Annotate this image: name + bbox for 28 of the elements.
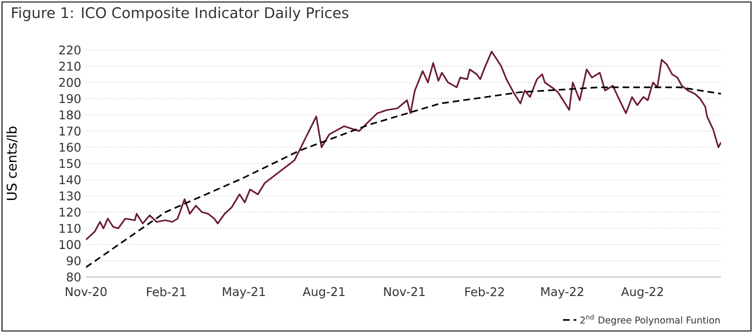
- y-tick-label: 200: [59, 78, 80, 87]
- y-tick-label: 120: [60, 208, 80, 217]
- x-tick-label: Nov-21: [384, 287, 425, 296]
- y-tick-label: 210: [59, 62, 80, 71]
- y-tick-label: 100: [60, 240, 80, 250]
- x-tick-label: Aug-21: [302, 287, 345, 298]
- x-tick-label: Aug-22: [621, 287, 663, 298]
- y-tick-label: 160: [60, 142, 80, 152]
- x-tick-label: May-21: [222, 287, 265, 298]
- y-tick-label: 80: [66, 272, 80, 282]
- y-tick-label: 130: [60, 191, 80, 200]
- y-tick-label: 150: [60, 158, 80, 168]
- y-tick-label: 140: [60, 175, 80, 184]
- x-tick-label: Feb-21: [147, 287, 186, 296]
- x-tick-label: Nov-20: [66, 287, 107, 296]
- legend-label: 2$^{nd}$ Degree Polynomal Funtion: [580, 314, 720, 326]
- y-tick-label: 110: [60, 224, 80, 233]
- line-series: [86, 50, 722, 241]
- x-tick-label: Feb-22: [465, 287, 504, 296]
- line-series: [86, 86, 722, 268]
- chart-title: Figure 1: ICO Composite Indicator Daily Prices: [12, 6, 348, 22]
- x-tick-label: May-22: [541, 287, 584, 298]
- y-tick-label: 90: [66, 256, 80, 266]
- y-tick-label: 190: [60, 94, 80, 104]
- y-tick-label: 170: [60, 126, 80, 136]
- y-tick-label: 220: [59, 45, 80, 55]
- y-tick-label: 180: [60, 110, 80, 120]
- y-axis-title: US cents/lb: [6, 126, 18, 200]
